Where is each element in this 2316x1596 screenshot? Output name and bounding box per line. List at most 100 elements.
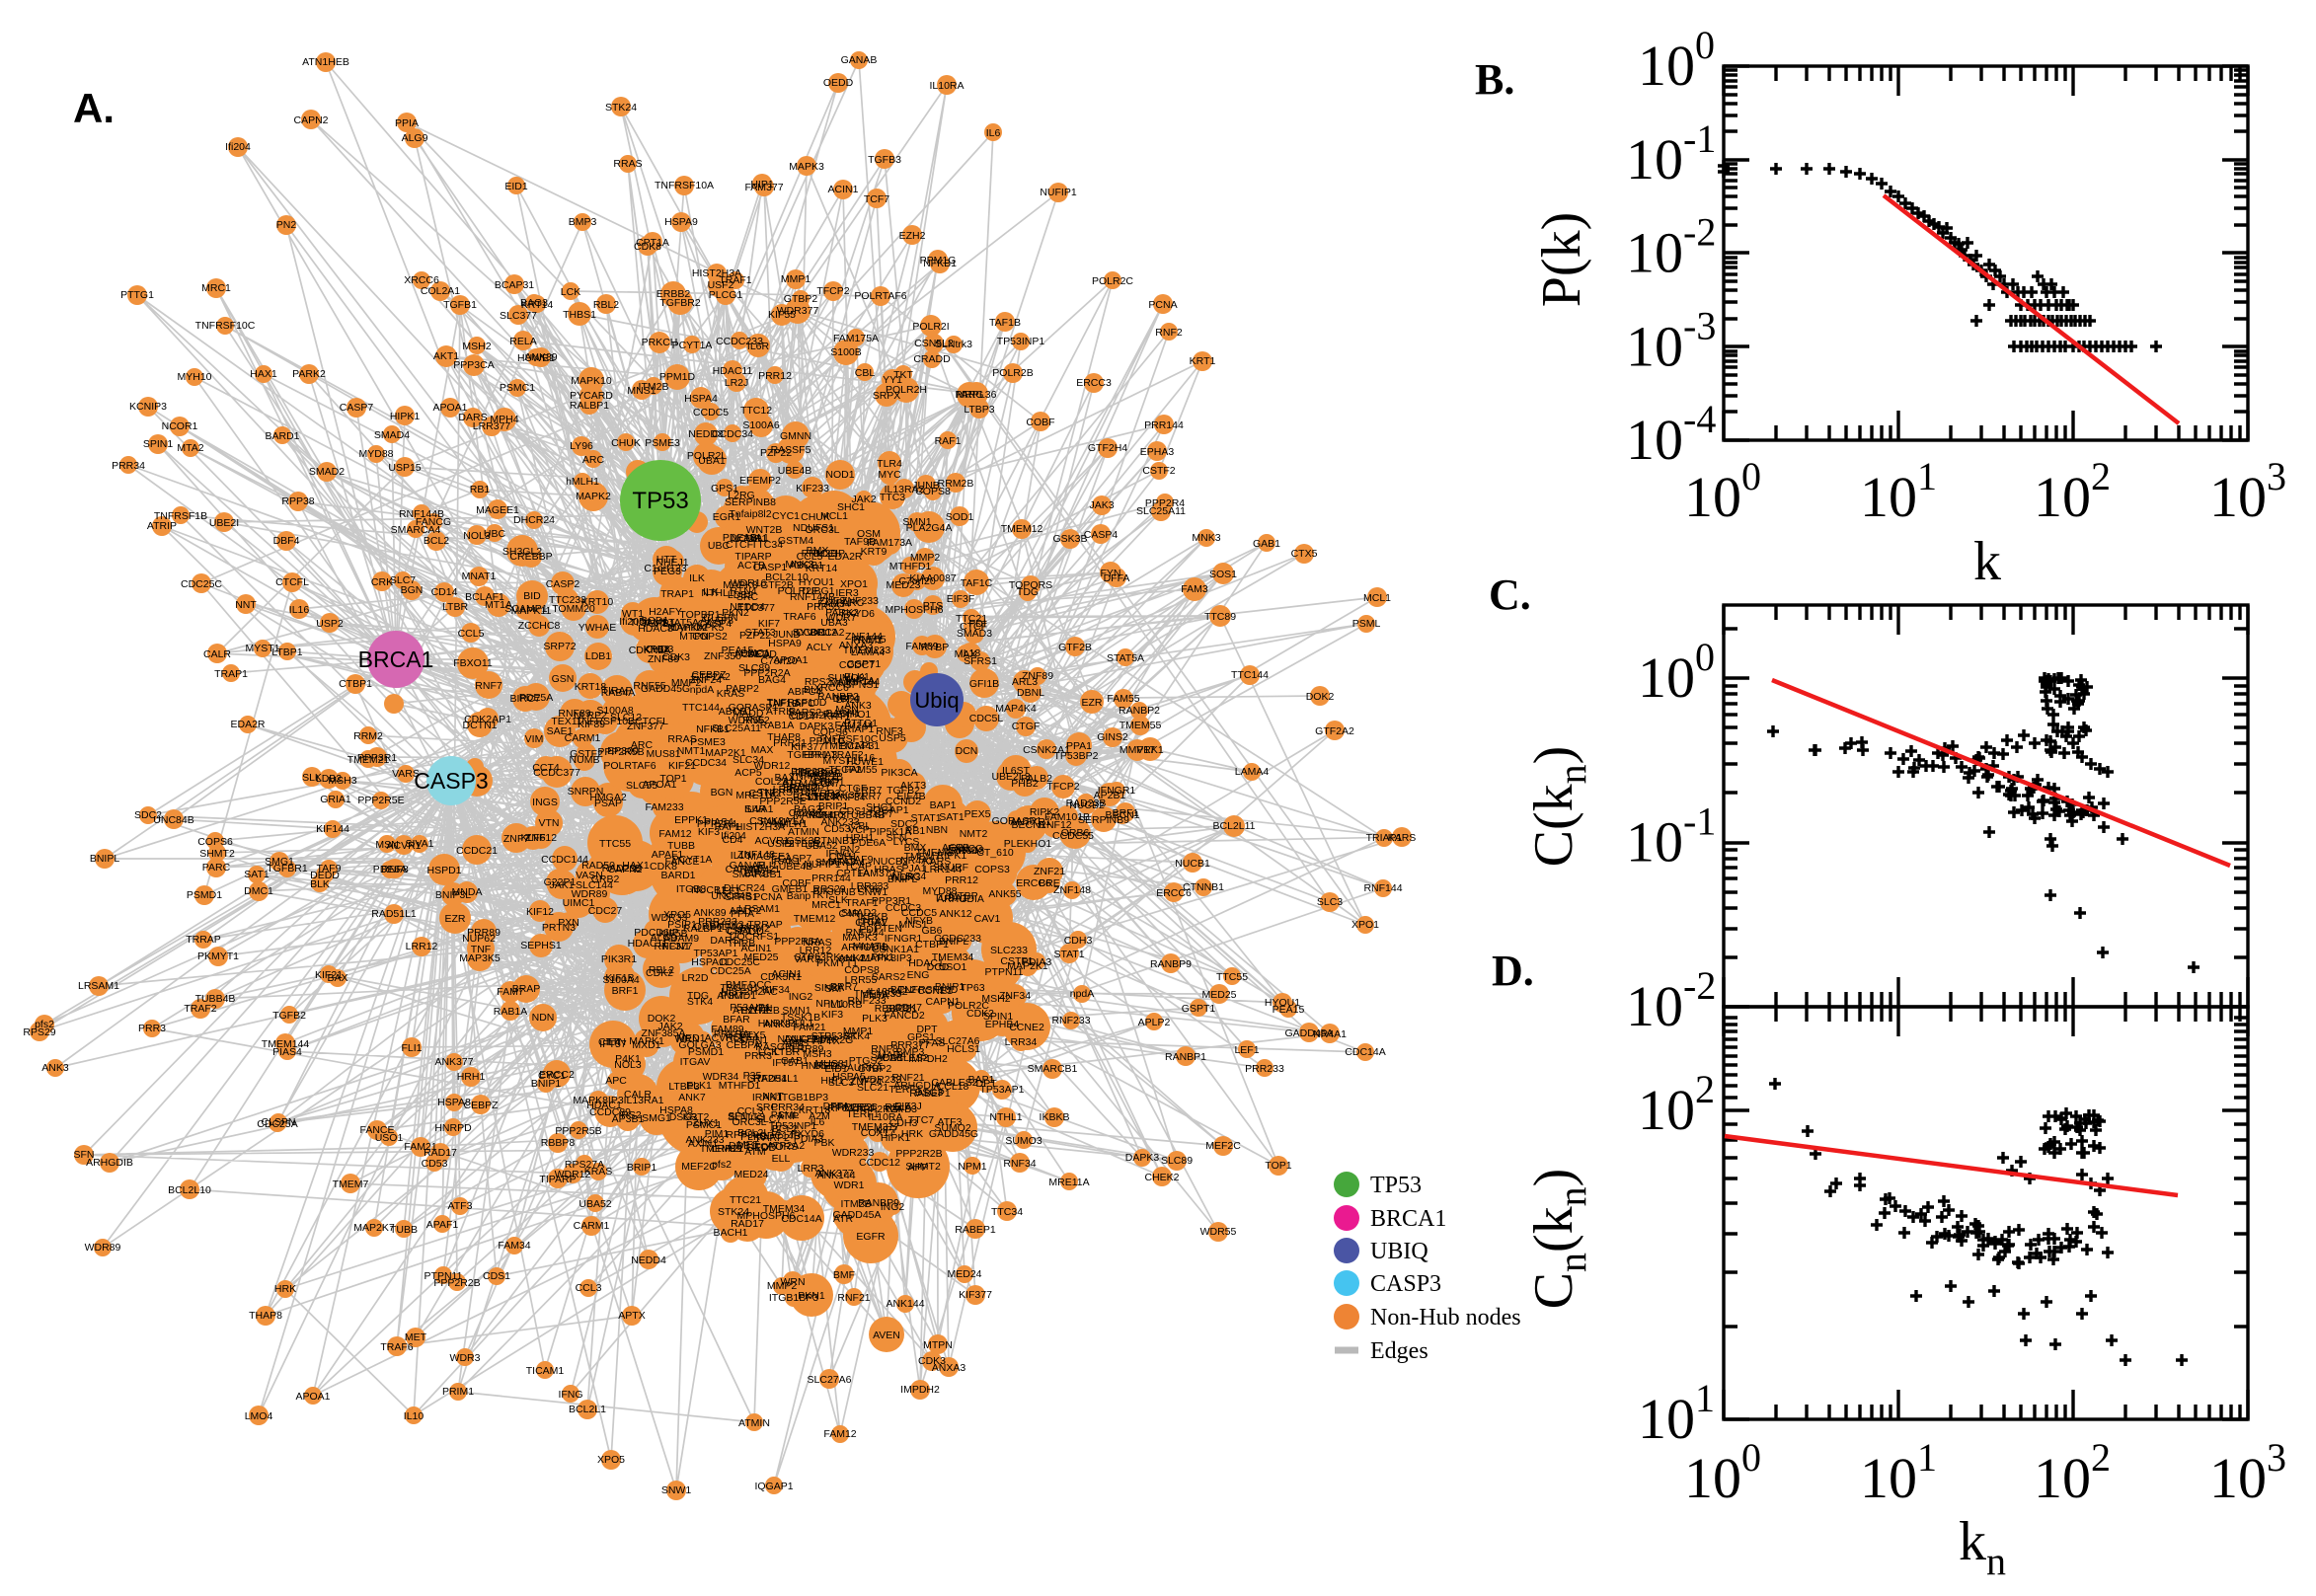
svg-text:HRH1: HRH1 xyxy=(457,1071,486,1083)
svg-text:MYH10: MYH10 xyxy=(809,809,843,821)
svg-text:C(kn): C(kn) xyxy=(1523,746,1594,868)
svg-text:LTBP3: LTBP3 xyxy=(964,404,994,416)
svg-text:XPO1: XPO1 xyxy=(840,578,868,590)
svg-text:OEDD: OEDD xyxy=(746,1142,777,1154)
svg-text:CDC27: CDC27 xyxy=(588,905,623,917)
svg-text:LCK: LCK xyxy=(758,1046,778,1058)
svg-text:SHMT2: SHMT2 xyxy=(905,1161,941,1173)
svg-text:SMARCA4: SMARCA4 xyxy=(391,524,441,536)
svg-text:TICAM1: TICAM1 xyxy=(526,1365,565,1377)
svg-text:MRE11A: MRE11A xyxy=(735,790,776,801)
svg-text:PPM1G: PPM1G xyxy=(920,255,957,266)
svg-text:PPP2R2B: PPP2R2B xyxy=(895,1148,942,1160)
svg-text:NEDD8: NEDD8 xyxy=(688,428,724,440)
svg-text:ACIN1: ACIN1 xyxy=(828,184,859,195)
svg-text:HSPA8: HSPA8 xyxy=(437,1097,471,1108)
svg-text:IL18: IL18 xyxy=(961,647,981,659)
svg-text:EZR: EZR xyxy=(1082,697,1103,709)
svg-text:CASP4: CASP4 xyxy=(698,618,733,630)
svg-text:TTC89: TTC89 xyxy=(1204,611,1236,623)
svg-text:TRAP1: TRAP1 xyxy=(660,588,694,600)
svg-text:PSME3: PSME3 xyxy=(645,437,680,449)
svg-text:SMN1: SMN1 xyxy=(782,1005,811,1017)
svg-text:TTC12: TTC12 xyxy=(740,405,772,417)
svg-text:CD53: CD53 xyxy=(824,823,851,835)
svg-text:MED24: MED24 xyxy=(947,1268,981,1280)
svg-text:CTX5: CTX5 xyxy=(739,1029,766,1041)
svg-text:ORB6: ORB6 xyxy=(694,921,723,933)
svg-text:HSPA9: HSPA9 xyxy=(768,638,802,649)
svg-text:USF2: USF2 xyxy=(708,279,734,291)
svg-text:PARK2: PARK2 xyxy=(292,368,326,380)
svg-text:SMARCB1: SMARCB1 xyxy=(1028,1063,1078,1075)
svg-text:POLR2I: POLR2I xyxy=(912,321,949,333)
svg-text:MNS1: MNS1 xyxy=(898,919,927,931)
svg-text:RNF34: RNF34 xyxy=(1003,1158,1036,1170)
svg-text:BGN: BGN xyxy=(711,787,733,798)
svg-text:PSMD1: PSMD1 xyxy=(721,990,756,1002)
svg-text:LRSAM1: LRSAM1 xyxy=(78,980,119,992)
svg-text:MYH10: MYH10 xyxy=(177,371,211,383)
svg-text:MMP1: MMP1 xyxy=(843,1026,873,1037)
svg-text:ITGB1BP3: ITGB1BP3 xyxy=(779,1092,828,1103)
svg-text:S100A6: S100A6 xyxy=(742,419,780,431)
svg-text:FAM34: FAM34 xyxy=(498,1240,530,1252)
svg-text:PRIM1: PRIM1 xyxy=(442,1386,474,1398)
svg-text:POLR2B: POLR2B xyxy=(992,367,1033,379)
svg-text:RELA: RELA xyxy=(885,1102,911,1113)
svg-text:MEF2C: MEF2C xyxy=(1205,1140,1241,1152)
svg-text:ACTB: ACTB xyxy=(737,560,765,571)
svg-text:NOL3: NOL3 xyxy=(463,530,491,542)
svg-text:PPP2R5B: PPP2R5B xyxy=(597,746,644,758)
svg-text:PRR233: PRR233 xyxy=(1245,1063,1284,1075)
svg-text:BCL2L10: BCL2L10 xyxy=(168,1184,211,1196)
svg-text:TDG: TDG xyxy=(687,990,709,1002)
svg-text:FBXO11: FBXO11 xyxy=(453,657,493,669)
svg-text:NUMB: NUMB xyxy=(570,754,600,766)
svg-text:RBL2: RBL2 xyxy=(593,299,619,311)
svg-text:SLC89: SLC89 xyxy=(1161,1155,1193,1167)
svg-text:CDC5L: CDC5L xyxy=(969,713,1004,724)
svg-text:SFN: SFN xyxy=(74,1149,95,1161)
svg-text:WDR3: WDR3 xyxy=(450,1352,481,1364)
svg-text:BRAP: BRAP xyxy=(512,983,541,995)
svg-text:GTF2B: GTF2B xyxy=(1058,642,1092,653)
svg-text:ANK7: ANK7 xyxy=(678,1092,706,1103)
svg-text:IL10: IL10 xyxy=(404,1410,425,1422)
svg-text:ANK12: ANK12 xyxy=(939,908,971,920)
svg-text:DPT: DPT xyxy=(917,1024,939,1035)
svg-text:BAG3: BAG3 xyxy=(520,297,548,309)
svg-text:COPS8: COPS8 xyxy=(844,964,880,976)
svg-text:TTC21: TTC21 xyxy=(730,1194,761,1206)
svg-text:ANK144: ANK144 xyxy=(886,1298,924,1310)
svg-text:BGN: BGN xyxy=(401,584,424,596)
svg-text:PCNA: PCNA xyxy=(753,891,782,903)
svg-text:LAMA4: LAMA4 xyxy=(1235,766,1270,778)
svg-text:MMP2: MMP2 xyxy=(671,677,701,689)
svg-text:OEDD: OEDD xyxy=(823,77,854,89)
svg-text:HSPD1: HSPD1 xyxy=(426,865,461,876)
svg-text:PEA15: PEA15 xyxy=(722,645,754,656)
svg-text:BARD1: BARD1 xyxy=(265,430,299,442)
svg-text:TP53: TP53 xyxy=(1370,1173,1422,1198)
svg-text:NDN: NDN xyxy=(532,1012,555,1024)
svg-text:COBF: COBF xyxy=(782,877,811,889)
svg-text:XRCC6: XRCC6 xyxy=(404,274,439,286)
svg-text:FAM12: FAM12 xyxy=(658,828,691,840)
svg-text:RBL2: RBL2 xyxy=(649,964,674,976)
svg-text:TAF1C: TAF1C xyxy=(961,577,993,589)
svg-text:PDE5A: PDE5A xyxy=(519,692,553,704)
svg-text:PIAS4: PIAS4 xyxy=(272,1046,302,1058)
svg-text:RNF7: RNF7 xyxy=(475,680,502,692)
svg-text:TTC144: TTC144 xyxy=(1231,669,1269,681)
svg-text:HUWE1: HUWE1 xyxy=(517,352,555,364)
svg-text:UBE4B: UBE4B xyxy=(778,465,811,477)
svg-text:IL10: IL10 xyxy=(731,850,751,862)
svg-text:NMT2: NMT2 xyxy=(960,828,988,840)
svg-text:XPO5: XPO5 xyxy=(663,909,691,921)
svg-text:UNC84B: UNC84B xyxy=(711,890,751,902)
svg-text:HIPK1: HIPK1 xyxy=(881,1132,911,1144)
svg-text:CDC14A: CDC14A xyxy=(1345,1046,1385,1058)
svg-text:GINS2: GINS2 xyxy=(1097,731,1128,743)
svg-text:PKMYT1: PKMYT1 xyxy=(197,950,239,962)
